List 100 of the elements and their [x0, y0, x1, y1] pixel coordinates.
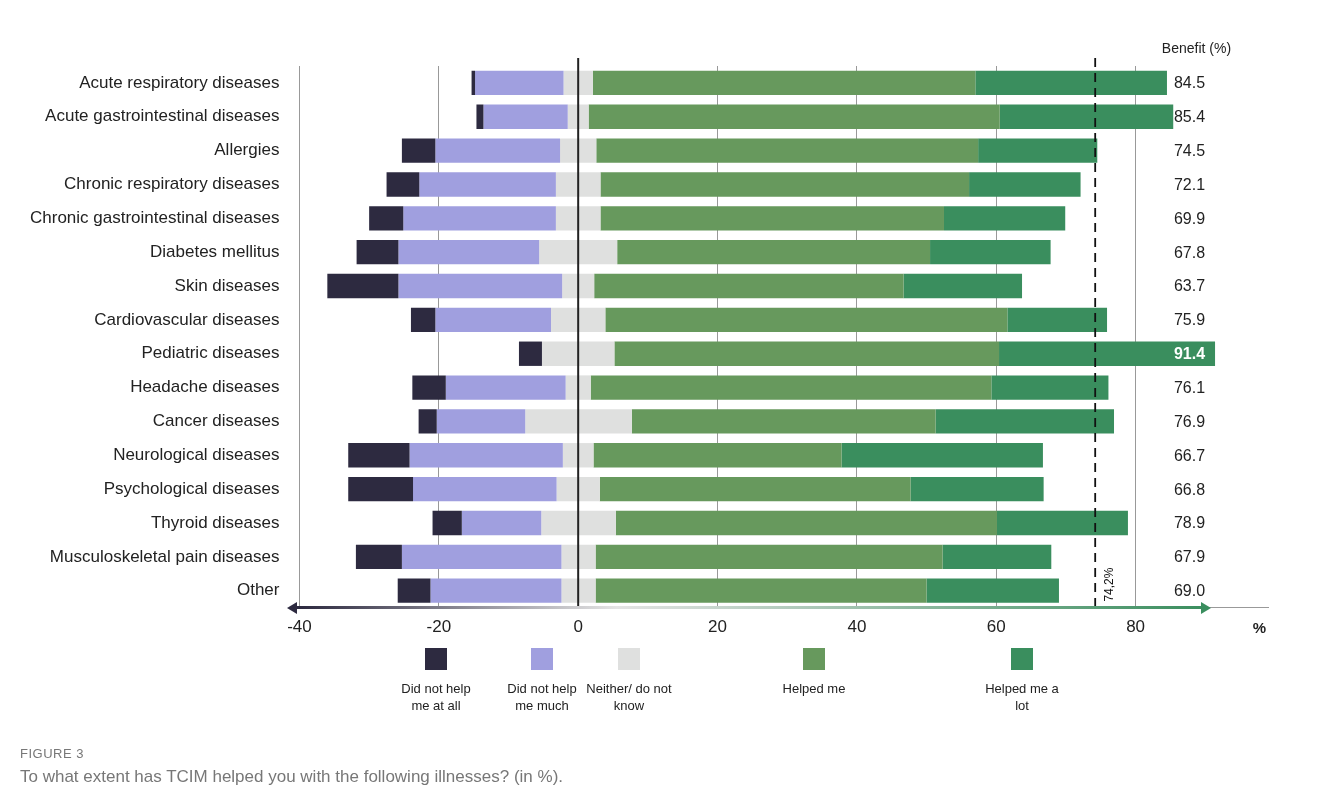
- ref-line-label: 74,2%: [1101, 567, 1116, 602]
- x-tick-label: 60: [986, 617, 1006, 637]
- annotation: 66.8: [1173, 480, 1206, 498]
- bar: [561, 578, 596, 603]
- bar: [555, 172, 601, 197]
- x-tick-label: 20: [708, 617, 727, 637]
- bar: [926, 578, 1059, 603]
- bar: [1007, 307, 1108, 333]
- bar: [631, 409, 936, 434]
- bar: [430, 578, 562, 603]
- bar: [445, 375, 566, 400]
- bar: [386, 172, 420, 197]
- bar: [518, 341, 542, 366]
- bar: [401, 544, 562, 570]
- bar: [551, 307, 606, 333]
- annotation: 76.1: [1173, 378, 1206, 396]
- bar: [475, 70, 564, 96]
- bar: [398, 239, 540, 265]
- bar: [841, 443, 1043, 468]
- bar: [605, 307, 1008, 333]
- bar: [563, 70, 593, 96]
- bar: [930, 239, 1051, 265]
- bar: [600, 172, 970, 197]
- x-tick-label: -20: [426, 617, 452, 637]
- text: To what extent has TCIM helped you with the following illnesses? (in %).: [20, 767, 564, 787]
- annotation: 74.5: [1173, 142, 1206, 160]
- annotation: 66.7: [1173, 446, 1206, 464]
- annotation: 75.9: [1173, 311, 1206, 329]
- bar: [935, 409, 1115, 434]
- annotation: 85.4: [1173, 108, 1206, 126]
- bar: [999, 104, 1174, 129]
- y-tick-label: Diabetes mellitus: [150, 241, 280, 261]
- bar: [599, 476, 911, 502]
- bar: [525, 409, 632, 434]
- x-tick-label: 40: [847, 617, 867, 637]
- bar: [969, 172, 1081, 197]
- legend-label: Did not help me at all: [400, 680, 472, 714]
- bar: [615, 510, 997, 536]
- annotation: 63.7: [1173, 277, 1206, 295]
- y-tick-label: Other: [236, 580, 280, 600]
- y-tick-label: Neurological diseases: [113, 444, 280, 464]
- bar: [541, 341, 615, 366]
- bar: [588, 104, 1000, 129]
- bar: [978, 138, 1098, 163]
- bar: [435, 307, 551, 333]
- annotation: 78.9: [1173, 514, 1206, 532]
- bar: [435, 138, 561, 163]
- bar: [567, 104, 589, 129]
- y-tick-label: Cancer diseases: [152, 411, 280, 431]
- y-tick-label: Chronic respiratory diseases: [64, 174, 280, 194]
- bar: [600, 206, 944, 231]
- bar: [617, 239, 931, 265]
- bar: [348, 476, 414, 502]
- y-tick-label: Musculoskeletal pain diseases: [49, 546, 280, 566]
- bar: [355, 544, 402, 570]
- bar: [594, 273, 904, 299]
- x-axis-title: %: [1252, 619, 1266, 637]
- annotation: 67.8: [1173, 243, 1206, 261]
- bar: [413, 476, 557, 502]
- bar: [595, 578, 927, 603]
- legend-label: Did not help me much: [506, 680, 578, 714]
- y-tick-label: Chronic gastrointestinal diseases: [29, 208, 280, 228]
- bar: [910, 476, 1044, 502]
- bar: [556, 476, 600, 502]
- legend-label: Helped me: [781, 680, 847, 697]
- annotation: 67.9: [1173, 548, 1206, 566]
- annotation: 76.9: [1173, 412, 1206, 430]
- y-tick-label: Acute respiratory diseases: [79, 72, 280, 92]
- legend-label: Neither/ do not know: [585, 680, 673, 714]
- bar: [356, 239, 399, 265]
- bar: [596, 138, 979, 163]
- bar: [561, 544, 596, 570]
- y-tick-label: Cardiovascular diseases: [94, 309, 280, 329]
- bar: [476, 104, 484, 129]
- bar: [397, 578, 431, 603]
- y-tick-label: Allergies: [214, 140, 280, 160]
- bar: [541, 510, 616, 536]
- text: FIGURE 3: [20, 746, 85, 761]
- bar: [419, 172, 556, 197]
- bar: [903, 273, 1023, 299]
- bar: [562, 443, 594, 468]
- bar: [555, 206, 601, 231]
- bar: [401, 138, 436, 163]
- x-tick-label: 0: [573, 617, 583, 637]
- bar: [403, 206, 556, 231]
- bar: [539, 239, 618, 265]
- y-tick-label: Acute gastrointestinal diseases: [45, 106, 280, 126]
- bar: [593, 443, 842, 468]
- y-tick-label: Thyroid diseases: [150, 512, 280, 532]
- bar: [410, 307, 436, 333]
- bar: [999, 341, 1216, 366]
- y-tick-label: Psychological diseases: [103, 478, 280, 498]
- bar: [369, 206, 404, 231]
- bar: [595, 544, 943, 570]
- bar: [565, 375, 591, 400]
- legend-label: Helped me a lot: [984, 680, 1060, 714]
- y-tick-label: Headache diseases: [130, 377, 280, 397]
- annotation: 72.1: [1173, 175, 1206, 193]
- bar: [436, 409, 526, 434]
- bar: [409, 443, 563, 468]
